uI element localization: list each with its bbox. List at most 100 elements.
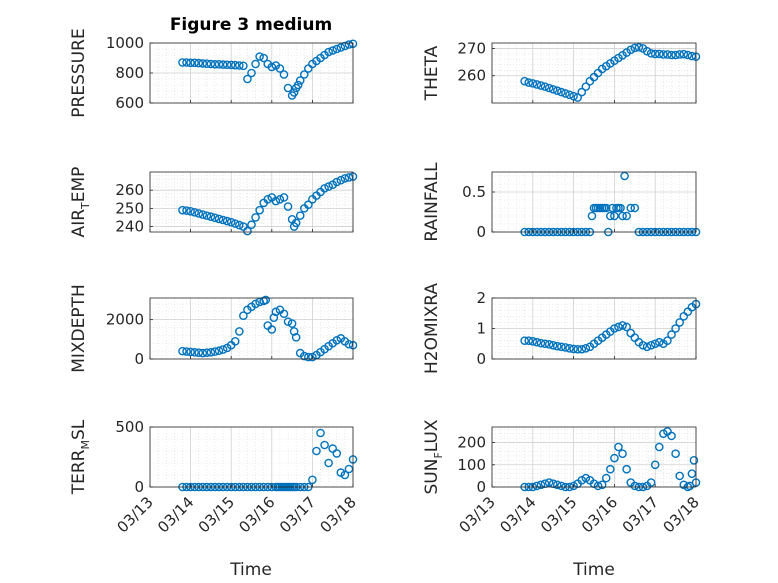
data-point bbox=[271, 307, 281, 317]
data-point bbox=[324, 458, 333, 468]
data-point bbox=[328, 444, 338, 453]
data-point bbox=[206, 212, 216, 222]
data-point bbox=[332, 177, 342, 187]
data-point bbox=[251, 59, 260, 69]
data-point bbox=[279, 309, 289, 319]
data-point bbox=[597, 480, 607, 490]
data-point bbox=[267, 325, 277, 334]
subplot-theta: 260 270 THETA bbox=[422, 39, 701, 104]
data-point bbox=[548, 85, 558, 94]
data-point bbox=[218, 345, 228, 354]
data-point bbox=[544, 83, 554, 93]
y-tick-label: 260 bbox=[457, 67, 486, 85]
data-point bbox=[235, 61, 244, 70]
data-point bbox=[622, 211, 631, 221]
data-point bbox=[552, 341, 562, 351]
y-tick-label: 2000 bbox=[106, 311, 144, 329]
figure-title: Figure 3 medium bbox=[170, 15, 332, 35]
data-point bbox=[616, 203, 625, 213]
data-point bbox=[614, 442, 623, 452]
data-point bbox=[573, 93, 582, 102]
subplot-sun-flux: 0 100 200 SUNFLUX 03/1303/1403/1503/1603/170… bbox=[422, 419, 703, 536]
data-point bbox=[552, 480, 562, 490]
data-point bbox=[230, 60, 240, 70]
data-point bbox=[532, 337, 542, 347]
data-point bbox=[291, 333, 301, 342]
data-point bbox=[573, 344, 582, 354]
x-tick-label: 03/15 bbox=[537, 493, 580, 536]
data-point bbox=[626, 45, 636, 55]
data-point bbox=[650, 339, 660, 349]
data-point bbox=[269, 313, 279, 322]
data-point bbox=[646, 478, 656, 487]
data-point bbox=[206, 59, 216, 69]
data-point bbox=[230, 219, 240, 228]
data-point bbox=[622, 322, 631, 332]
data-point bbox=[557, 342, 566, 352]
data-point bbox=[202, 348, 212, 358]
data-point bbox=[608, 203, 617, 213]
data-point bbox=[283, 317, 293, 326]
data-point bbox=[687, 51, 697, 61]
data-point bbox=[667, 330, 676, 339]
data-point bbox=[544, 340, 554, 349]
data-point bbox=[190, 348, 199, 357]
x-tick-label: 03/15 bbox=[195, 493, 238, 536]
data-point bbox=[536, 81, 546, 90]
data-point bbox=[336, 175, 346, 185]
axes-box bbox=[491, 426, 697, 488]
x-tick-label: 03/18 bbox=[317, 493, 360, 536]
data-point bbox=[190, 208, 199, 217]
data-point bbox=[263, 194, 273, 204]
y-tick-label: 0.5 bbox=[462, 183, 486, 201]
data-point bbox=[606, 464, 615, 474]
data-point bbox=[687, 469, 697, 478]
data-point bbox=[186, 58, 195, 68]
data-point bbox=[689, 456, 699, 465]
y-tick-label: 0 bbox=[134, 478, 144, 496]
data-point bbox=[194, 348, 204, 358]
data-point bbox=[642, 46, 652, 56]
data-point bbox=[630, 481, 640, 491]
data-point bbox=[618, 449, 627, 458]
data-point bbox=[557, 481, 566, 491]
data-point bbox=[289, 88, 299, 97]
data-point bbox=[226, 217, 236, 227]
y-tick-label: 200 bbox=[457, 434, 486, 452]
data-point bbox=[540, 339, 550, 349]
y-tick-label: 1000 bbox=[106, 34, 144, 52]
subplot-rainfall: 0 0.5 RAINFALL bbox=[422, 162, 701, 242]
data-point bbox=[230, 336, 240, 346]
data-point bbox=[332, 44, 342, 54]
x-tick-label: 03/14 bbox=[496, 493, 539, 536]
data-point bbox=[194, 58, 204, 68]
data-point bbox=[279, 193, 289, 202]
data-point bbox=[610, 211, 619, 221]
data-point bbox=[561, 89, 570, 98]
data-point bbox=[524, 78, 534, 87]
data-point bbox=[646, 49, 656, 58]
data-point bbox=[194, 209, 204, 218]
data-point bbox=[299, 351, 309, 361]
data-point bbox=[606, 211, 615, 221]
axes-box bbox=[149, 297, 354, 360]
data-point bbox=[210, 60, 220, 69]
data-point bbox=[344, 339, 354, 349]
data-point bbox=[654, 337, 664, 347]
data-point bbox=[577, 476, 587, 485]
data-point bbox=[610, 324, 619, 333]
y-tick-label: 250 bbox=[115, 199, 144, 217]
data-point bbox=[261, 295, 271, 305]
data-point bbox=[275, 194, 285, 204]
y-axis-label: MIXDEPTH bbox=[69, 284, 89, 373]
y-tick-label: 270 bbox=[457, 39, 486, 57]
y-tick-label: 0 bbox=[134, 350, 144, 368]
data-point bbox=[336, 43, 346, 52]
y-tick-label: 0 bbox=[476, 350, 486, 368]
data-point bbox=[589, 72, 599, 82]
data-point bbox=[540, 82, 550, 91]
data-point bbox=[340, 174, 350, 183]
data-point bbox=[178, 58, 187, 67]
data-point bbox=[202, 211, 212, 220]
